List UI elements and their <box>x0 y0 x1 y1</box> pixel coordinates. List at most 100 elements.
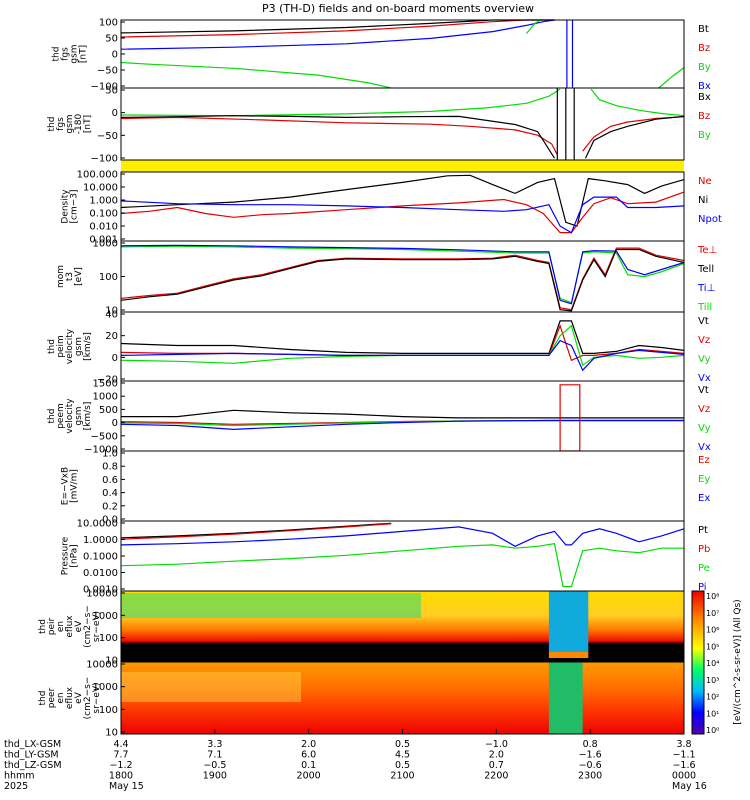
y-axis-label: mom <box>56 265 66 288</box>
y-tick-label: 1500 <box>93 379 118 390</box>
colorbar-tick: 10⁴ <box>706 659 719 668</box>
series-line-mom-2 <box>120 247 685 311</box>
x-row-value: 1900 <box>203 771 227 782</box>
y-tick-label: −50 <box>97 66 118 77</box>
y-tick-label: 40 <box>105 310 118 321</box>
legend-entry: Tell <box>697 264 714 275</box>
panel-fgs: 100 50 0 −50 −100 thd fgs gsm [nT] Bt Bz By Bx <box>52 18 711 93</box>
y-axis-label: gsm <box>74 337 84 356</box>
x-row-value: 6.0 <box>301 750 316 761</box>
series-line-fgs_hi-1 <box>590 88 685 117</box>
x-row-value: 7.1 <box>207 750 222 761</box>
x-row-value: −0.6 <box>579 760 602 771</box>
y-tick-label: 1.0000 <box>83 535 118 546</box>
y-axis-label: [km/s] <box>83 332 93 361</box>
y-tick-label: 500 <box>99 405 118 416</box>
y-axis-label: peir <box>47 617 57 635</box>
y-axis-label: peem <box>56 403 66 429</box>
x-row-value: 2300 <box>578 771 602 782</box>
y-axis-label: [mV/m] <box>70 469 80 503</box>
y-tick-label: 0.010 <box>89 222 118 233</box>
legend-entry: Ex <box>698 493 710 504</box>
y-tick-label: 0.4 <box>102 488 118 499</box>
legend-entry: Vy <box>698 423 711 434</box>
x-row-value: 2000 <box>297 771 321 782</box>
y-tick-label: 1000 <box>93 239 118 250</box>
x-row-value: 0.1 <box>301 760 316 771</box>
series-line-fgs_hi-5 <box>584 115 685 159</box>
panel-fgs_hi: 50 0 −50 −100 thd fgs gsm -180 [nT] Bx Bz By <box>47 86 711 165</box>
y-axis-label: fgs <box>56 117 66 131</box>
y-tick-label: 100 <box>99 633 118 644</box>
y-tick-label: 0 <box>112 418 118 429</box>
colorbar-label: [eV/(cm^2-s-sr-eV)] (All Qs) <box>733 599 743 724</box>
legend-entry: Till <box>697 302 712 313</box>
colorbar-tick: 10² <box>706 693 719 702</box>
legend-entry: Bz <box>698 111 710 122</box>
y-axis-label: [nT] <box>79 45 89 63</box>
legend-entry: Pi <box>698 582 707 593</box>
chart-title: P3 (TH-D) fields and on-board moments ov… <box>262 2 534 15</box>
series-line-density-1 <box>120 191 685 234</box>
legend-entry: Ey <box>698 474 710 485</box>
y-tick-label: 0.0100 <box>83 568 118 579</box>
y-axis-label: sr−eV) <box>92 682 102 713</box>
y-tick-label: 1000 <box>93 682 118 693</box>
y-axis-label: eflux <box>65 686 75 709</box>
x-row-value: 7.7 <box>113 750 128 761</box>
heatmap-fill <box>121 591 684 662</box>
y-axis-label: thd <box>38 691 48 706</box>
legend-entry: Pe <box>698 563 710 574</box>
series-line-density-0 <box>120 174 685 227</box>
series-line-fgs-7 <box>658 67 685 89</box>
y-axis-label: [km/s] <box>83 402 93 431</box>
y-axis-label: t3 <box>65 272 75 281</box>
y-axis-label: thd <box>52 47 62 62</box>
y-tick-label: −100 <box>91 82 118 93</box>
y-tick-label: 0.8 <box>102 462 118 473</box>
colorbar-tick: 10³ <box>706 676 719 685</box>
x-row-value: −1.0 <box>485 739 508 750</box>
heatmap-region <box>548 662 583 734</box>
y-tick-label: 20 <box>105 331 118 342</box>
y-axis-label: eV <box>74 691 84 704</box>
y-tick-label: 0 <box>112 50 118 61</box>
series-line-fgs-2 <box>120 19 555 50</box>
legend-entry: By <box>698 130 711 141</box>
x-row-value: 0.5 <box>395 739 410 750</box>
y-axis-label: en <box>56 692 66 703</box>
legend-entry: Bt <box>698 24 709 35</box>
series-line-mom-3 <box>120 248 685 312</box>
colorbar-tick: 10⁸ <box>706 592 719 601</box>
y-axis-label: velocity <box>65 398 75 434</box>
panel-efield: 1.0 0.8 0.6 0.4 0.2 0.0 E=−VxB [mV/m] Ez Ey Ex <box>61 449 711 526</box>
y-axis-label: eV <box>74 620 84 633</box>
series-line-fgs_hi-4 <box>120 115 556 159</box>
y-tick-label: 10 <box>105 728 118 739</box>
y-tick-label: 0 <box>112 108 118 119</box>
y-tick-label: −500 <box>91 431 118 442</box>
x-row-label: thd_LY-GSM <box>4 750 59 761</box>
series-line-pressure-0 <box>120 522 392 539</box>
x-row-value: 4.4 <box>113 739 128 750</box>
series-line-pressure-2 <box>120 526 685 547</box>
x-row-value: 1800 <box>109 771 133 782</box>
legend-entry: Vt <box>698 385 709 396</box>
colorbar-scale <box>691 590 705 735</box>
legend-entry: Bx <box>698 81 711 92</box>
series-line-peem-0 <box>121 409 684 419</box>
x-row-value: 0.8 <box>583 739 598 750</box>
x-row-value: 0.7 <box>489 760 504 771</box>
y-tick-label: 0.0010 <box>83 585 118 596</box>
y-tick-label: 1.000 <box>89 196 118 207</box>
y-tick-label: −1000 <box>84 445 118 456</box>
x-row-value: 0.5 <box>395 760 410 771</box>
y-tick-label: −50 <box>97 131 118 142</box>
series-line-peim-3 <box>120 339 685 372</box>
y-axis-label: en <box>56 621 66 632</box>
legend-entry: Ez <box>698 455 710 466</box>
legend-entry: Bz <box>698 43 710 54</box>
legend-entry: Ne <box>698 176 712 187</box>
legend-entry: Vx <box>698 442 711 453</box>
y-axis-label: gsm <box>74 406 84 425</box>
